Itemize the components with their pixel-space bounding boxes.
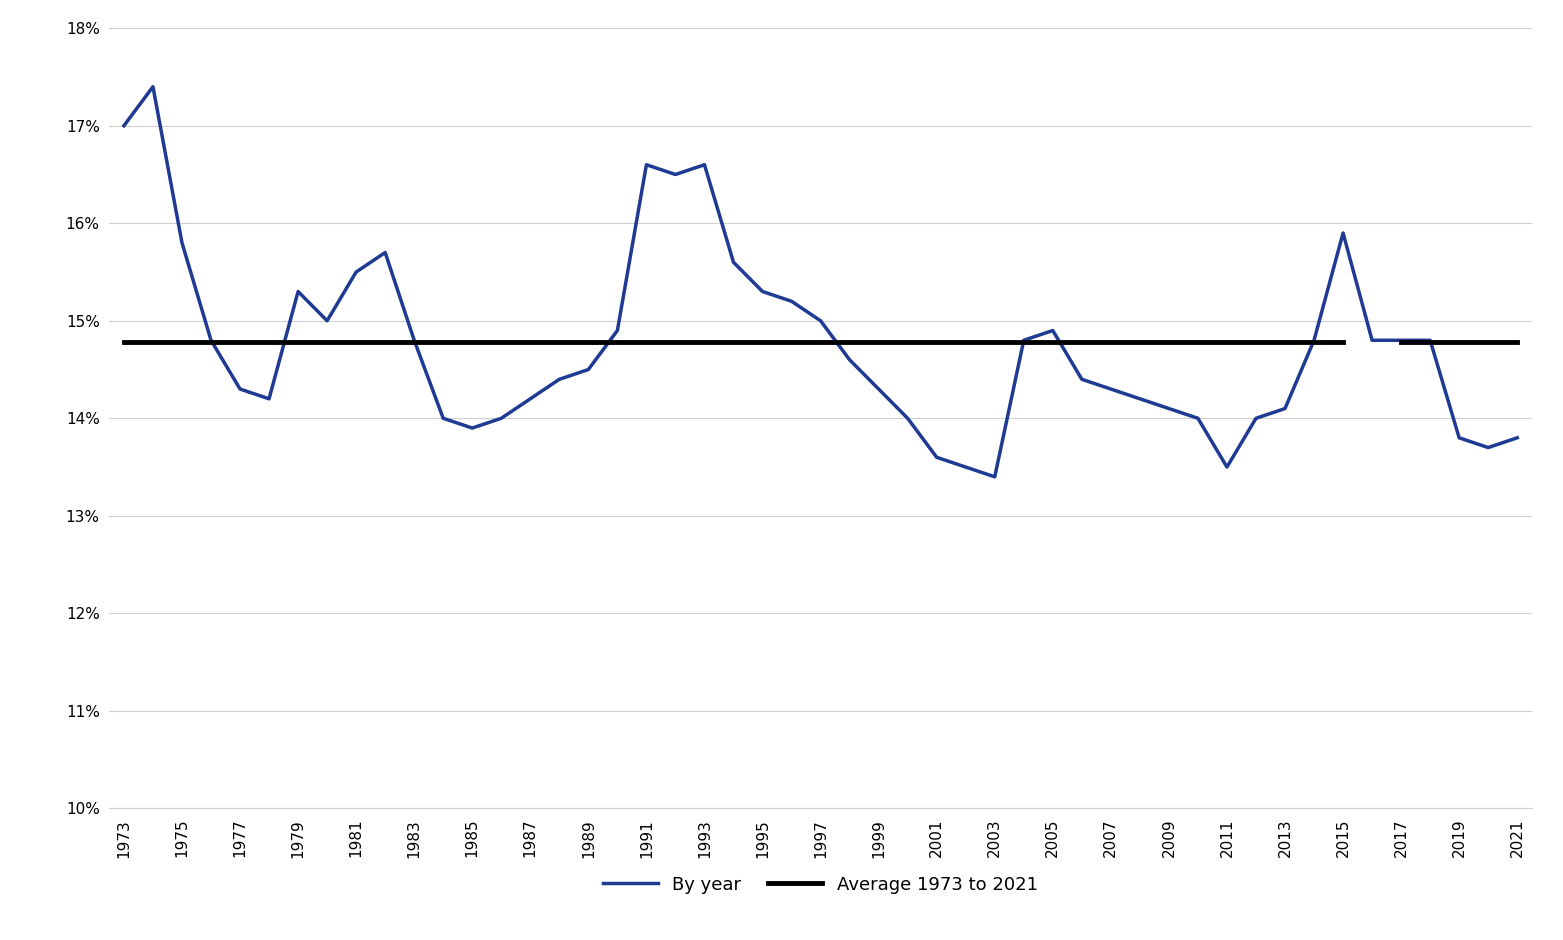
By year — [1188, 413, 1207, 424]
By year — [578, 364, 597, 375]
By year — [811, 315, 830, 326]
By year — [289, 286, 308, 297]
By year — [1391, 335, 1410, 346]
By year — [114, 120, 133, 132]
By year — [753, 286, 772, 297]
By year — [463, 422, 481, 433]
By year — [985, 471, 1003, 482]
By year — [608, 325, 627, 337]
By year — [1160, 403, 1179, 415]
By year — [666, 169, 685, 180]
Legend: By year, Average 1973 to 2021: By year, Average 1973 to 2021 — [596, 869, 1046, 901]
Average 1973 to 2021 — [1508, 337, 1527, 348]
By year — [1275, 403, 1294, 415]
By year — [1218, 462, 1236, 473]
By year — [1363, 335, 1382, 346]
By year — [347, 266, 366, 277]
By year — [1102, 384, 1121, 395]
By year — [1479, 442, 1497, 453]
By year — [202, 335, 220, 346]
By year — [550, 374, 569, 385]
By year — [435, 413, 453, 424]
By year — [638, 159, 656, 170]
By year — [782, 296, 800, 307]
By year — [492, 413, 511, 424]
Average 1973 to 2021 — [1391, 337, 1410, 348]
By year — [1014, 335, 1033, 346]
Line: By year: By year — [123, 86, 1518, 477]
By year — [927, 451, 946, 462]
By year — [1333, 227, 1352, 239]
By year — [696, 159, 714, 170]
By year — [231, 384, 250, 395]
By year — [957, 462, 975, 473]
By year — [1044, 325, 1063, 337]
By year — [1305, 335, 1324, 346]
By year — [259, 393, 278, 404]
By year — [520, 393, 539, 404]
By year — [1450, 432, 1469, 444]
By year — [375, 247, 394, 258]
By year — [899, 413, 917, 424]
By year — [317, 315, 336, 326]
By year — [1247, 413, 1266, 424]
By year — [841, 354, 860, 366]
By year — [1421, 335, 1440, 346]
By year — [869, 384, 888, 395]
By year — [1508, 432, 1527, 444]
By year — [1072, 374, 1091, 385]
By year — [172, 237, 191, 248]
By year — [1130, 393, 1149, 404]
By year — [144, 81, 163, 92]
By year — [405, 335, 424, 346]
By year — [724, 257, 742, 268]
